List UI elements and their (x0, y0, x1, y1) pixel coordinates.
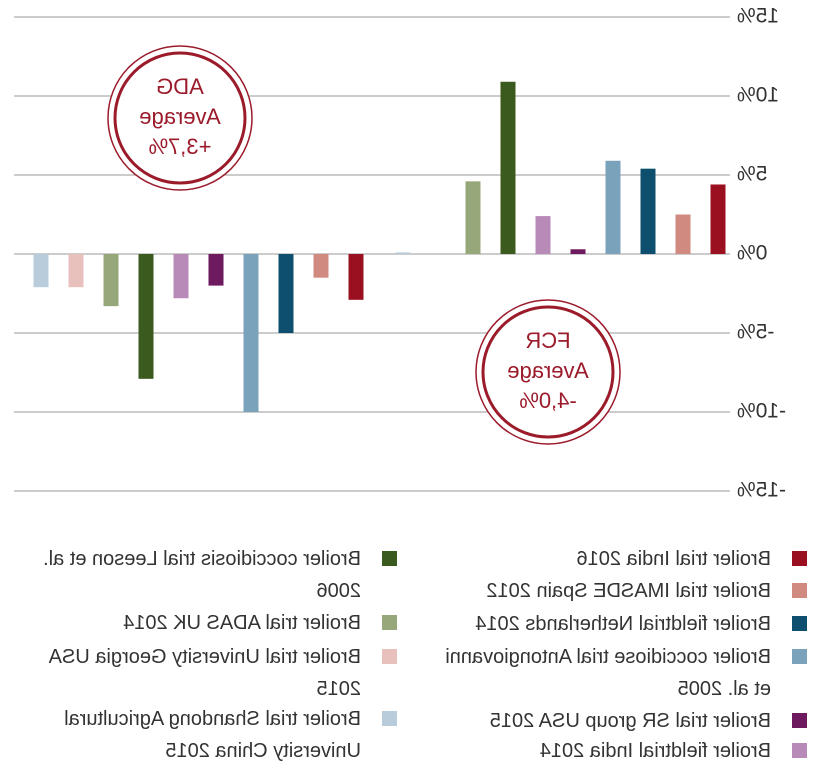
bar (710, 184, 726, 254)
legend-label: Broiler trial SR group USA 2015 (489, 710, 771, 732)
annotation-text: Average (139, 104, 221, 129)
bar (605, 160, 621, 254)
legend-label: Broiler coccidiose trial Antongiovanni e… (445, 646, 771, 700)
bar (675, 214, 691, 254)
legend-item: Broiler fieldtrial India 2014 (431, 735, 807, 767)
y-tick-label: 5% (737, 163, 767, 186)
annotation-ring (475, 299, 621, 445)
legend-item: Broiler trial University Georgia USA 201… (21, 641, 397, 705)
annotation-text: -4,0% (519, 388, 576, 413)
annotation-text: FCR (525, 328, 570, 353)
bar (313, 254, 329, 278)
legend-swatch (792, 583, 807, 598)
legend-item: Broiler trial India 2016 (431, 543, 807, 575)
y-tick-label: -15% (737, 479, 786, 502)
legend-swatch (382, 551, 397, 566)
legend-label: Broiler trial Shandong Agricultural Univ… (64, 708, 361, 762)
y-tick-label: 10% (737, 84, 779, 107)
legend-swatch (792, 743, 807, 758)
legend-item: Broiler trial IMASDE Spain 2012 (431, 575, 807, 607)
bar (103, 254, 119, 307)
legend-item: Broiler trial Shandong Agricultural Univ… (21, 703, 397, 767)
annotation-text: Average (507, 358, 589, 383)
annotation-ring (481, 305, 615, 439)
annotation-ring (107, 45, 253, 191)
legend-label: Broiler trial University Georgia USA 201… (49, 646, 361, 700)
legend-label: Broiler fieldtrial India 2014 (539, 740, 771, 762)
bar (173, 254, 189, 299)
y-tick-label: -10% (737, 400, 786, 423)
bar (535, 216, 551, 254)
bar (138, 254, 154, 379)
legend-label: Broiler trial India 2016 (576, 548, 771, 570)
bar (465, 181, 481, 254)
legend-item: Broiler trial SR group USA 2015 (431, 705, 807, 737)
y-tick-label: 15% (737, 5, 779, 28)
legend-item: Broiler trial ADAS UK 2014 (21, 607, 397, 639)
annotation-text: ADG (156, 74, 204, 99)
legend-item: Broiler fieldtrial Netherlands 2014 (431, 608, 807, 640)
bar (395, 252, 411, 254)
legend-swatch (792, 616, 807, 631)
bar (243, 254, 259, 412)
legend-swatch (792, 713, 807, 728)
bar (68, 254, 84, 288)
bar (348, 254, 364, 300)
legend-label: Broiler trial IMASDE Spain 2012 (486, 580, 771, 602)
bar (33, 254, 49, 288)
legend-swatch (382, 615, 397, 630)
legend-swatch (382, 711, 397, 726)
legend-label: Broiler coccidiosis trial Leeson et al. … (43, 548, 361, 602)
legend-swatch (792, 649, 807, 664)
legend-item: Broiler coccidiosis trial Leeson et al. … (21, 543, 397, 607)
bar (278, 254, 294, 333)
annotation-ring (113, 51, 247, 185)
bar (208, 254, 224, 286)
legend-swatch (382, 649, 397, 664)
chart: -15% -10% -5% 0% 5% 10% 15% ADG Average +3,7% FCR A… (14, 5, 786, 502)
bar (640, 168, 656, 254)
legend-swatch (792, 551, 807, 566)
bar (500, 81, 516, 254)
annotation-text: +3,7% (149, 134, 212, 159)
y-tick-label: -5% (737, 321, 774, 344)
legend-label: Broiler fieldtrial Netherlands 2014 (475, 613, 771, 635)
legend-label: Broiler trial ADAS UK 2014 (123, 612, 361, 634)
y-tick-label: 0% (737, 242, 767, 265)
bar (570, 249, 586, 254)
legend-item: Broiler coccidiose trial Antongiovanni e… (431, 641, 807, 705)
